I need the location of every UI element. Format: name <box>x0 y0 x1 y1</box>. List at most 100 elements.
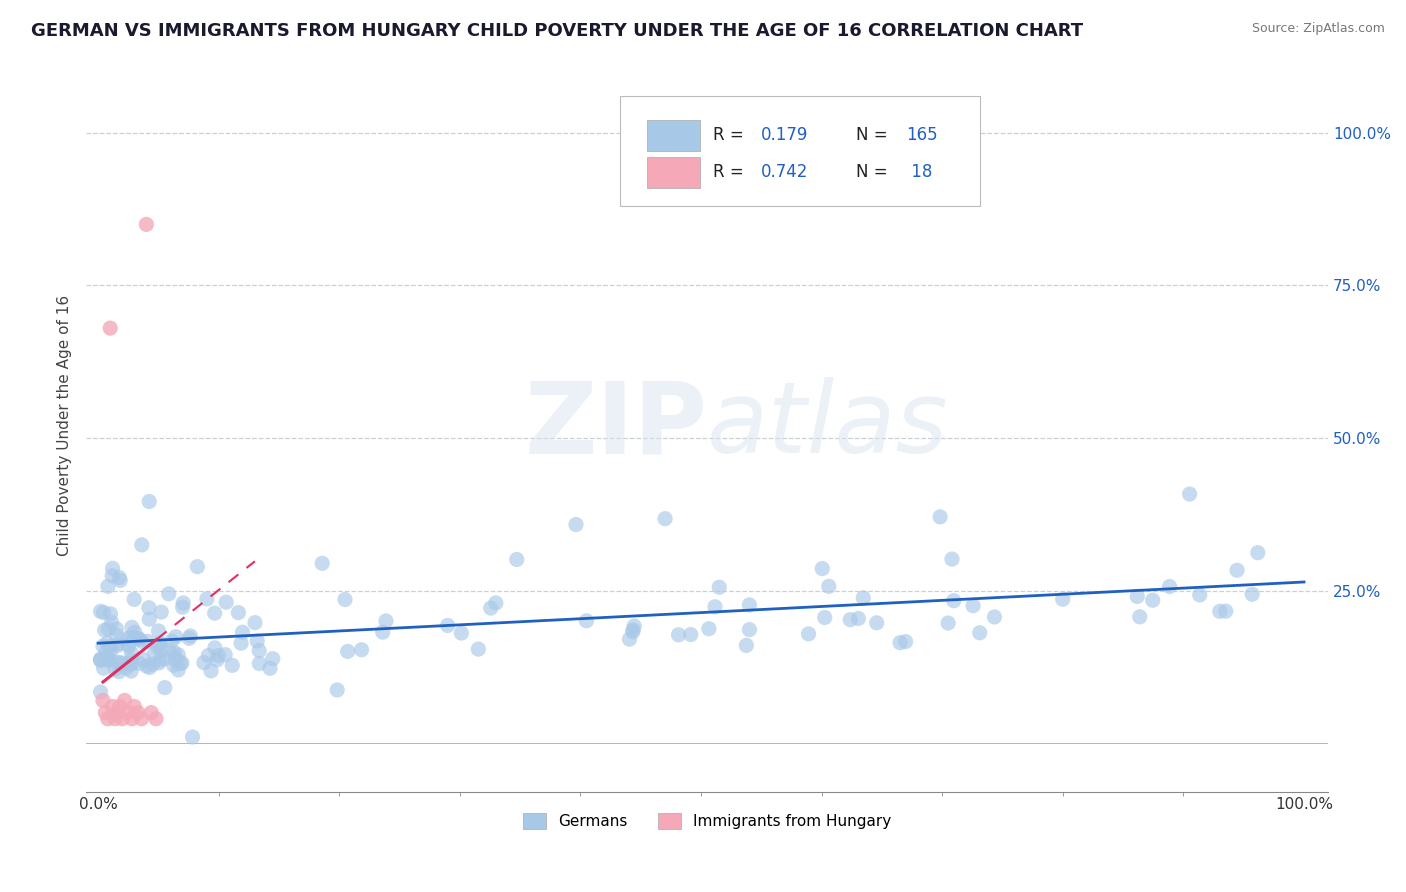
Point <box>817 579 839 593</box>
Text: 165: 165 <box>905 126 938 144</box>
Point <box>205 653 228 667</box>
Point <box>131 538 153 552</box>
FancyBboxPatch shape <box>648 157 700 187</box>
Point <box>485 596 508 610</box>
Point <box>1178 487 1201 501</box>
Point <box>94 645 117 659</box>
Point <box>479 601 502 615</box>
Point <box>105 622 128 636</box>
Point <box>132 653 155 667</box>
Point <box>333 592 356 607</box>
Point <box>1226 563 1249 577</box>
Legend: Germans, Immigrants from Hungary: Germans, Immigrants from Hungary <box>517 807 897 836</box>
Point <box>165 653 187 667</box>
Point <box>90 653 112 667</box>
Point <box>181 730 204 744</box>
Point <box>131 634 153 648</box>
Text: R =: R = <box>713 162 749 181</box>
Point <box>135 659 157 673</box>
Point <box>135 218 157 232</box>
Point <box>146 640 169 654</box>
Point <box>1241 587 1264 601</box>
Point <box>97 622 120 636</box>
Point <box>153 681 176 695</box>
Point <box>179 629 201 643</box>
Point <box>105 655 128 669</box>
Point <box>214 648 236 662</box>
Point <box>167 648 190 662</box>
Point <box>936 615 959 630</box>
Point <box>98 321 121 335</box>
Point <box>138 600 160 615</box>
Point <box>120 657 142 672</box>
Point <box>259 661 281 675</box>
Point <box>1188 588 1211 602</box>
Point <box>506 552 529 566</box>
Point <box>246 634 269 648</box>
Text: Source: ZipAtlas.com: Source: ZipAtlas.com <box>1251 22 1385 36</box>
Point <box>467 642 489 657</box>
Point <box>262 651 284 665</box>
Point <box>150 605 173 619</box>
Point <box>200 664 222 678</box>
Point <box>565 517 588 532</box>
Point <box>127 706 149 720</box>
Text: atlas: atlas <box>707 377 949 475</box>
Point <box>149 642 172 657</box>
Point <box>1126 590 1149 604</box>
Point <box>621 624 644 639</box>
Point <box>229 636 252 650</box>
Point <box>107 706 129 720</box>
Point <box>93 661 115 675</box>
Point <box>115 661 138 675</box>
Point <box>91 693 114 707</box>
Point <box>145 712 167 726</box>
Point <box>100 615 122 630</box>
Point <box>90 652 112 666</box>
Point <box>193 656 215 670</box>
Point <box>839 613 862 627</box>
Point <box>371 625 394 640</box>
Point <box>204 640 226 655</box>
FancyBboxPatch shape <box>648 120 700 151</box>
Point <box>575 614 598 628</box>
Point <box>165 650 187 665</box>
Point <box>117 638 139 652</box>
Point <box>619 632 641 647</box>
Point <box>90 685 112 699</box>
Point <box>709 580 731 594</box>
Point <box>704 599 727 614</box>
Point <box>101 699 124 714</box>
Point <box>104 712 127 726</box>
Point <box>138 660 160 674</box>
Point <box>117 706 139 720</box>
Point <box>100 640 122 654</box>
Point <box>654 511 676 525</box>
Point <box>148 624 170 638</box>
Point <box>195 591 218 606</box>
Point <box>121 647 143 661</box>
Text: R =: R = <box>713 126 749 144</box>
Point <box>131 712 153 726</box>
Point <box>108 665 131 679</box>
Point <box>866 615 889 630</box>
Point <box>157 587 180 601</box>
Point <box>108 699 131 714</box>
Point <box>228 606 250 620</box>
Point <box>215 595 238 609</box>
Y-axis label: Child Poverty Under the Age of 16: Child Poverty Under the Age of 16 <box>58 295 72 557</box>
Point <box>97 651 120 665</box>
Point <box>247 657 270 671</box>
Point <box>1129 609 1152 624</box>
Text: 0.742: 0.742 <box>761 162 808 181</box>
Point <box>889 635 911 649</box>
Point <box>136 634 159 648</box>
Point <box>138 612 160 626</box>
Point <box>124 631 146 645</box>
Point <box>101 561 124 575</box>
Point <box>738 623 761 637</box>
Point <box>96 636 118 650</box>
Point <box>326 683 349 698</box>
Point <box>114 693 136 707</box>
Point <box>120 664 142 678</box>
